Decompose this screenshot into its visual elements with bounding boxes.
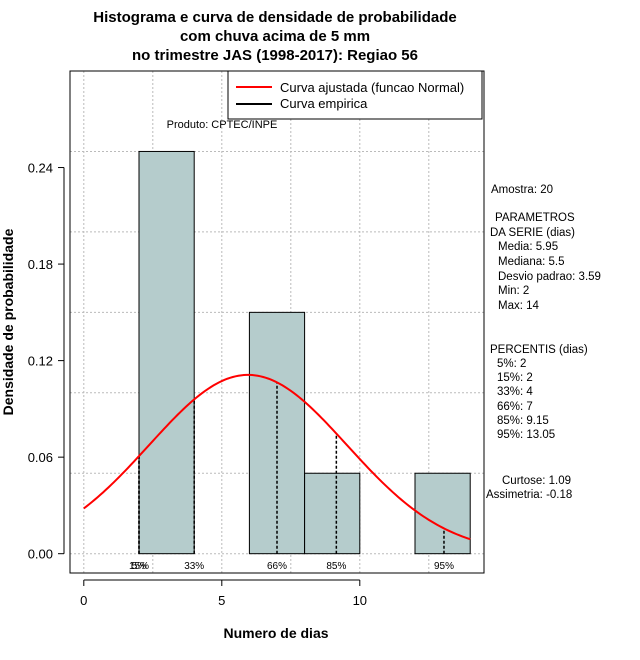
histogram-bar-5	[414, 472, 471, 555]
y-axis-title: Densidade de probabilidade	[0, 228, 16, 415]
sample-size: Amostra: 20	[491, 184, 553, 196]
credit-text: Produto: CPTEC/INPE	[167, 119, 278, 131]
percentis-title: PERCENTIS (dias)	[490, 344, 588, 356]
y-tick-label-3: 0.18	[28, 257, 53, 272]
x-tick-label-1: 5	[218, 593, 225, 608]
legend: Curva ajustada (funcao Normal) Curva emp…	[227, 70, 483, 120]
histogram-bars	[138, 150, 471, 555]
x-axis-title: Numero de dias	[223, 625, 328, 641]
params-title-2: DA SERIE (dias)	[490, 227, 575, 239]
percentil-5: 5%: 2	[497, 358, 526, 370]
percentile-label-0: 5%	[132, 561, 147, 572]
chart-title-line-2: com chuva acima de 5 mm	[180, 28, 370, 45]
assimetria: Assimetria: -0.18	[486, 489, 572, 501]
normal-curve-layer	[83, 373, 471, 541]
param-max: Max: 14	[498, 300, 540, 312]
percentile-label-5: 95%	[434, 561, 454, 572]
percentile-label-1: 15%	[129, 561, 149, 572]
y-tick-label-0: 0.00	[28, 547, 53, 562]
curtose: Curtose: 1.09	[502, 475, 571, 487]
params-title-1: PARAMETROS	[495, 212, 575, 224]
param-mediana: Mediana: 5.5	[498, 256, 565, 268]
stats-panel: Amostra: 20 PARAMETROS DA SERIE (dias) M…	[486, 184, 601, 501]
y-tick-label-2: 0.12	[28, 354, 53, 369]
percentil-33: 33%: 4	[497, 386, 533, 398]
legend-label-empirical: Curva empirica	[280, 96, 368, 111]
histogram-bar-0	[138, 150, 195, 555]
percentil-85: 85%: 9.15	[497, 415, 549, 427]
chart-title-line-1: Histograma e curva de densidade de proba…	[93, 9, 456, 26]
percentil-15: 15%: 2	[497, 372, 533, 384]
x-tick-label-2: 10	[353, 593, 367, 608]
percentile-label-4: 85%	[326, 561, 346, 572]
percentil-66: 66%: 7	[497, 401, 533, 413]
histogram-bar-3	[304, 472, 361, 555]
legend-label-normal: Curva ajustada (funcao Normal)	[280, 80, 464, 95]
param-min: Min: 2	[498, 285, 529, 297]
legend-box	[227, 70, 483, 120]
percentile-lines: 5%15% 33% 66% 85% 95%	[129, 382, 454, 572]
percentil-95: 95%: 13.05	[497, 429, 555, 441]
param-desvio: Desvio padrao: 3.59	[498, 271, 601, 283]
x-tick-label-0: 0	[80, 593, 87, 608]
percentile-label-3: 66%	[267, 561, 287, 572]
y-tick-label-1: 0.06	[28, 450, 53, 465]
axes: 0 5 10 0.00 0.06 0.12 0.18 0.24	[28, 161, 367, 608]
normal-curve	[83, 373, 471, 541]
param-media: Media: 5.95	[498, 241, 558, 253]
percentile-label-2: 33%	[184, 561, 204, 572]
chart-title-line-3: no trimestre JAS (1998-2017): Regiao 56	[132, 47, 418, 64]
y-tick-label-4: 0.24	[28, 161, 53, 176]
